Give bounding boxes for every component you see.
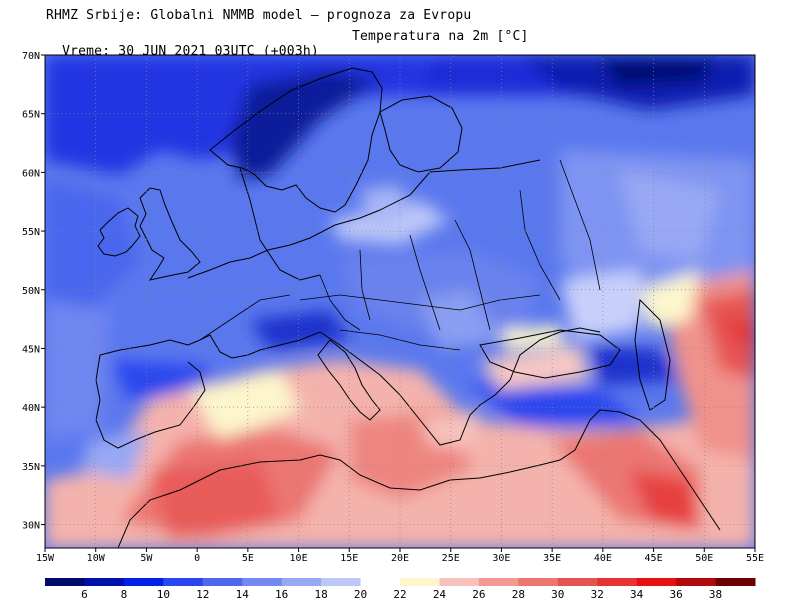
colorbar-swatch — [281, 578, 322, 586]
iberia-outline — [95, 354, 206, 449]
colorbar: 6 8 10 12 14 16 18 20 22 24 26 28 30 32 34 36 38 — [45, 578, 756, 600]
colorbar-label: 34 — [630, 588, 644, 600]
colorbar-swatch — [202, 578, 243, 586]
lat-tick-label: 65N — [22, 110, 40, 121]
map-title: RHMZ Srbije: Globalni NMMB model — progn… — [46, 8, 472, 23]
colorbar-label: 22 — [393, 588, 406, 600]
colorbar-label: 8 — [121, 588, 128, 600]
lon-tick-label: 5E — [242, 553, 254, 564]
lon-tick-label: 20E — [391, 553, 409, 564]
colorbar-swatch — [636, 578, 677, 586]
colorbar-label: 18 — [314, 588, 327, 600]
north-africa-coast — [117, 439, 581, 548]
lon-tick-label: 50E — [695, 553, 713, 564]
colorbar-label: 30 — [551, 588, 564, 600]
lon-tick-label: 30E — [492, 553, 510, 564]
lat-tick-label: 30N — [22, 521, 40, 532]
scandinavia-outline — [209, 67, 383, 213]
colorbar-swatch — [715, 578, 756, 586]
colorbar-label: 6 — [81, 588, 88, 600]
lat-tick-label: 40N — [22, 403, 40, 414]
levant-coast — [579, 409, 721, 531]
colorbar-swatch — [518, 578, 559, 586]
finland-outline — [379, 95, 463, 173]
temperature-field — [45, 55, 755, 548]
lon-tick-label: 10E — [290, 553, 308, 564]
colorbar-label: 10 — [157, 588, 170, 600]
lon-tick-label: 40E — [594, 553, 612, 564]
colorbar-label: 12 — [196, 588, 209, 600]
colorbar-label: 36 — [669, 588, 682, 600]
lat-tick-label: 60N — [22, 168, 40, 179]
colorbar-swatch — [597, 578, 638, 586]
lat-tick-label: 45N — [22, 344, 40, 355]
colorbar-swatch — [163, 578, 204, 586]
colorbar-swatch — [123, 578, 164, 586]
colorbar-label: 16 — [275, 588, 288, 600]
lon-tick-label: 10W — [87, 553, 106, 564]
lon-tick-label: 55E — [746, 553, 764, 564]
colorbar-label: 38 — [709, 588, 722, 600]
colorbar-swatch — [478, 578, 519, 586]
colorbar-label: 32 — [591, 588, 604, 600]
lat-axis: 70N 65N 60N 55N 50N 45N 40N 35N 30N — [22, 51, 45, 532]
colorbar-swatch — [400, 578, 440, 586]
south-coast — [99, 327, 601, 446]
italy-outline — [317, 339, 381, 421]
field-name: Temperatura na 2m [°C] — [352, 29, 529, 44]
lat-tick-label: 35N — [22, 462, 40, 473]
colorbar-swatch — [360, 578, 401, 586]
lon-axis: 15W 10W 5W 0 5E 10E 15E 20E 25E 30E 35E 40E 45E 50E 55… — [36, 548, 764, 564]
north-coast — [187, 159, 541, 279]
colorbar-swatch — [84, 578, 125, 586]
lat-tick-label: 55N — [22, 227, 40, 238]
lat-tick-label: 70N — [22, 51, 40, 62]
lat-tick-label: 50N — [22, 286, 40, 297]
colorbar-swatch — [676, 578, 717, 586]
coastlines — [95, 67, 721, 548]
colorbar-label: 28 — [512, 588, 525, 600]
colorbar-label: 14 — [236, 588, 250, 600]
lon-tick-label: 45E — [645, 553, 663, 564]
black-sea-outline — [479, 329, 621, 379]
lon-tick-label: 15E — [340, 553, 358, 564]
ireland-outline — [97, 207, 141, 257]
country-borders — [199, 159, 601, 351]
lon-tick-label: 5W — [140, 553, 153, 564]
colorbar-label: 24 — [433, 588, 447, 600]
lon-tick-label: 15W — [36, 553, 55, 564]
britain-outline — [139, 187, 201, 281]
colorbar-label: 20 — [354, 588, 367, 600]
colorbar-swatch — [321, 578, 362, 586]
colorbar-swatch — [45, 578, 85, 586]
colorbar-swatch — [439, 578, 480, 586]
denmark-area — [239, 167, 321, 281]
colorbar-label: 26 — [472, 588, 485, 600]
colorbar-swatch — [557, 578, 598, 586]
lon-tick-label: 0 — [194, 553, 200, 564]
lon-tick-label: 35E — [543, 553, 561, 564]
colorbar-swatch — [242, 578, 283, 586]
caspian-outline — [634, 298, 671, 411]
lon-tick-label: 25E — [442, 553, 460, 564]
